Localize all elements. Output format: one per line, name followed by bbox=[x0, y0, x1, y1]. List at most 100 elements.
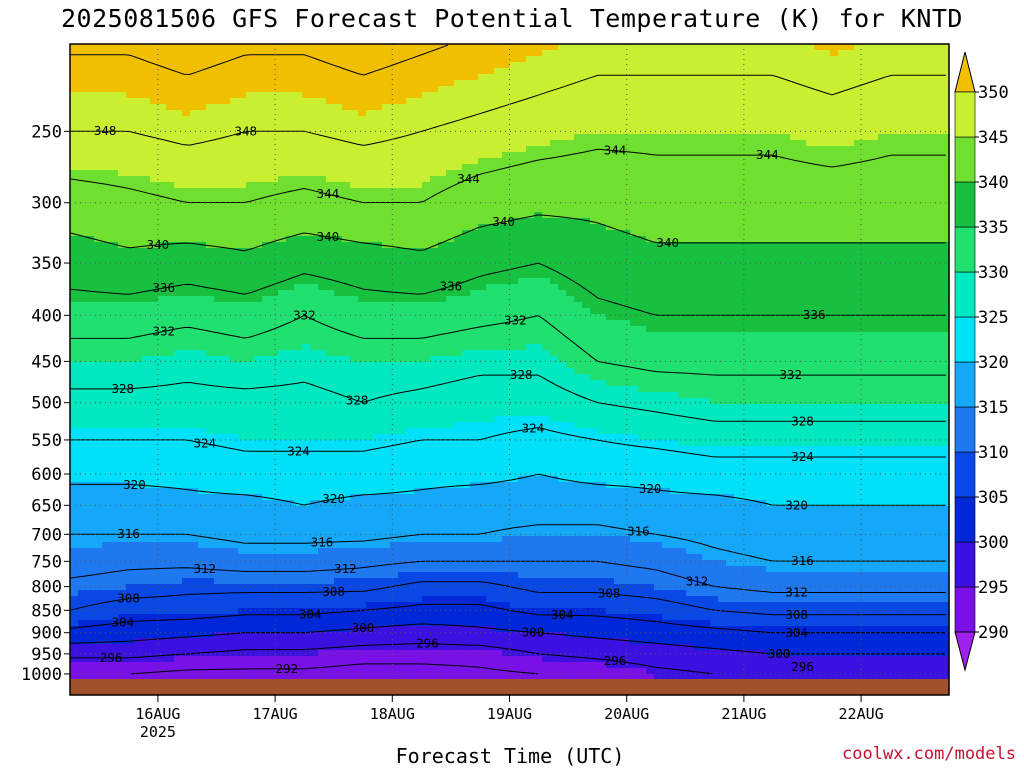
field-cell bbox=[230, 656, 239, 663]
field-cell bbox=[350, 116, 359, 123]
field-cell bbox=[110, 548, 119, 555]
field-cell bbox=[238, 164, 247, 171]
field-cell bbox=[374, 74, 383, 81]
field-cell bbox=[214, 602, 223, 609]
field-cell bbox=[270, 398, 279, 405]
field-cell bbox=[206, 158, 215, 165]
field-cell bbox=[198, 452, 207, 459]
field-cell bbox=[422, 272, 431, 279]
field-cell bbox=[358, 560, 367, 567]
field-cell bbox=[382, 272, 391, 279]
field-cell bbox=[70, 302, 79, 309]
field-cell bbox=[398, 518, 407, 525]
field-cell bbox=[190, 662, 199, 669]
field-cell bbox=[398, 248, 407, 255]
field-cell bbox=[126, 206, 135, 213]
field-cell bbox=[94, 296, 103, 303]
field-cell bbox=[438, 500, 447, 507]
field-cell bbox=[278, 560, 287, 567]
field-cell bbox=[374, 434, 383, 441]
field-cell bbox=[126, 422, 135, 429]
field-cell bbox=[238, 512, 247, 519]
field-cell bbox=[174, 164, 183, 171]
field-cell bbox=[270, 584, 279, 591]
field-cell bbox=[262, 362, 271, 369]
field-cell bbox=[294, 362, 303, 369]
field-cell bbox=[110, 122, 119, 129]
field-cell bbox=[198, 410, 207, 417]
field-cell bbox=[398, 212, 407, 219]
field-cell bbox=[254, 74, 263, 81]
field-cell bbox=[126, 596, 135, 603]
field-cell bbox=[254, 212, 263, 219]
field-cell bbox=[270, 542, 279, 549]
field-cell bbox=[118, 278, 127, 285]
field-cell bbox=[430, 248, 439, 255]
field-cell bbox=[158, 260, 167, 267]
field-cell bbox=[246, 152, 255, 159]
field-cell bbox=[254, 92, 263, 99]
field-cell bbox=[150, 620, 159, 627]
field-cell bbox=[142, 164, 151, 171]
field-cell bbox=[358, 608, 367, 615]
field-cell bbox=[366, 512, 375, 519]
field-cell bbox=[318, 62, 327, 69]
field-cell bbox=[262, 440, 271, 447]
field-cell bbox=[126, 194, 135, 201]
field-cell bbox=[102, 494, 111, 501]
field-cell bbox=[422, 410, 431, 417]
field-cell bbox=[390, 668, 399, 675]
field-cell bbox=[222, 56, 231, 63]
field-cell bbox=[110, 416, 119, 423]
field-cell bbox=[334, 236, 343, 243]
field-cell bbox=[302, 68, 311, 75]
field-cell bbox=[94, 632, 103, 639]
field-cell bbox=[398, 218, 407, 225]
field-cell bbox=[334, 188, 343, 195]
field-cell bbox=[142, 632, 151, 639]
field-cell bbox=[326, 86, 335, 93]
field-cell bbox=[390, 518, 399, 525]
field-cell bbox=[222, 140, 231, 147]
field-cell bbox=[166, 254, 175, 261]
field-cell bbox=[342, 578, 351, 585]
field-cell bbox=[158, 602, 167, 609]
field-cell bbox=[182, 512, 191, 519]
field-cell bbox=[206, 440, 215, 447]
field-cell bbox=[142, 410, 151, 417]
field-cell bbox=[246, 176, 255, 183]
field-cell bbox=[310, 386, 319, 393]
field-cell bbox=[310, 56, 319, 63]
field-cell bbox=[366, 410, 375, 417]
field-cell bbox=[270, 392, 279, 399]
field-cell bbox=[270, 632, 279, 639]
field-cell bbox=[302, 290, 311, 297]
field-cell bbox=[350, 188, 359, 195]
field-cell bbox=[182, 236, 191, 243]
field-cell bbox=[406, 656, 415, 663]
field-cell bbox=[198, 92, 207, 99]
field-cell bbox=[94, 662, 103, 669]
field-cell bbox=[366, 314, 375, 321]
field-cell bbox=[302, 632, 311, 639]
field-cell bbox=[230, 386, 239, 393]
field-cell bbox=[294, 86, 303, 93]
field-cell bbox=[390, 548, 399, 555]
field-cell bbox=[326, 524, 335, 531]
field-cell bbox=[142, 284, 151, 291]
field-cell bbox=[326, 434, 335, 441]
field-cell bbox=[254, 596, 263, 603]
field-cell bbox=[254, 602, 263, 609]
field-cell bbox=[182, 200, 191, 207]
field-cell bbox=[118, 662, 127, 669]
field-cell bbox=[278, 62, 287, 69]
field-cell bbox=[118, 110, 127, 117]
field-cell bbox=[254, 434, 263, 441]
field-cell bbox=[134, 668, 143, 675]
field-cell bbox=[182, 314, 191, 321]
field-cell bbox=[278, 368, 287, 375]
field-cell bbox=[222, 404, 231, 411]
field-cell bbox=[406, 74, 415, 81]
field-cell bbox=[390, 62, 399, 69]
field-cell bbox=[174, 254, 183, 261]
